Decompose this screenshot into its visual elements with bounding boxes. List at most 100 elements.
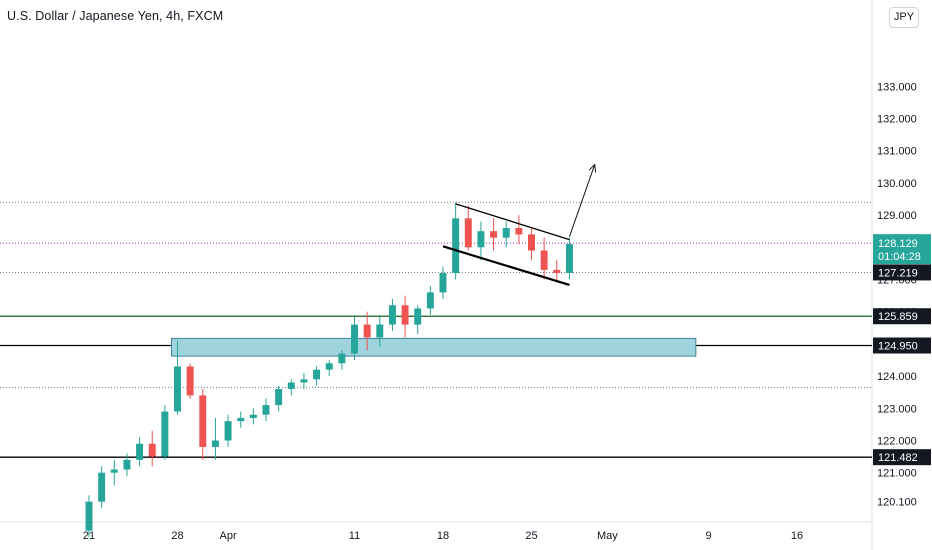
y-tick-label: 132.000 <box>877 114 917 126</box>
candle-body <box>477 231 485 248</box>
candle-body <box>351 324 358 354</box>
breakout-arrow-head <box>588 163 597 173</box>
x-tick-label: 28 <box>171 530 183 542</box>
price-tag: 125.859 <box>873 308 931 325</box>
candle <box>211 417 219 460</box>
candle <box>464 205 472 251</box>
candle <box>528 227 535 261</box>
flag-trendline-0 <box>455 203 570 241</box>
candle <box>565 237 573 280</box>
y-tick-label: 131.000 <box>877 146 917 158</box>
price-tag-bg <box>873 264 931 281</box>
candle-body <box>338 353 346 364</box>
candle-body <box>540 250 548 270</box>
x-tick-label: 11 <box>349 530 360 542</box>
candle <box>249 408 257 425</box>
candle-body <box>363 324 371 338</box>
price-tag-label: 124.950 <box>878 341 918 353</box>
candle-body <box>275 388 283 406</box>
x-tick-label: 16 <box>791 530 803 542</box>
candle <box>452 202 460 280</box>
candle-body <box>565 244 573 274</box>
candle-body <box>426 292 434 309</box>
candle <box>224 414 232 447</box>
candle <box>515 215 523 245</box>
price-tag: 124.950 <box>873 337 931 354</box>
candle <box>186 363 194 399</box>
candle-body <box>313 369 321 380</box>
y-tick-label: 123.000 <box>877 403 917 415</box>
candle-body <box>401 305 409 325</box>
price-tag-bg <box>873 337 931 354</box>
candle <box>237 411 245 428</box>
candle-body <box>528 234 535 251</box>
x-tick-label: 21 <box>83 530 95 542</box>
price-tag: 121.482 <box>873 449 931 466</box>
candle-body <box>553 269 561 274</box>
candle <box>490 218 498 251</box>
candle-body <box>414 308 422 325</box>
price-tag-label: 125.859 <box>878 311 918 323</box>
candle-body <box>376 324 384 338</box>
candle <box>136 437 144 467</box>
candle-body <box>110 469 118 473</box>
candle <box>262 398 270 422</box>
candle <box>553 260 561 283</box>
current-price-tag-bg <box>873 234 931 265</box>
candle-body <box>211 440 219 447</box>
current-price-label: 128.129 <box>878 238 918 250</box>
chart-title: U.S. Dollar / Japanese Yen, 4h, FXCM <box>7 9 224 23</box>
candle <box>388 298 396 332</box>
y-tick-label: 133.000 <box>877 81 917 93</box>
candle-body <box>502 227 510 238</box>
candle-body <box>490 231 498 238</box>
x-tick-label: 18 <box>437 530 449 542</box>
candle <box>502 221 510 248</box>
candle <box>338 350 346 370</box>
candle <box>199 388 207 460</box>
candle <box>363 311 371 351</box>
candle-body <box>174 366 181 412</box>
candle-body <box>388 305 396 325</box>
candle-body <box>161 411 169 457</box>
x-tick-label: 25 <box>525 530 537 542</box>
candle <box>275 385 283 412</box>
price-tag-bg <box>873 308 931 325</box>
candle-body <box>262 405 270 415</box>
x-tick-label: May <box>597 530 618 542</box>
candle <box>414 305 422 335</box>
candle <box>401 295 409 338</box>
candle <box>439 266 447 299</box>
countdown-label: 01:04:28 <box>878 251 921 263</box>
candle <box>161 405 169 460</box>
candle-body <box>464 218 472 248</box>
candle-body <box>85 501 93 531</box>
candle <box>325 360 333 377</box>
candle <box>110 459 118 486</box>
candle <box>287 379 295 396</box>
price-tag-bg <box>873 449 931 466</box>
breakout-arrow-line <box>568 164 596 237</box>
candle <box>426 285 434 315</box>
candle-body <box>123 459 131 470</box>
price-tag-label: 121.482 <box>878 452 918 464</box>
candle <box>85 495 93 538</box>
candle-body <box>452 218 460 274</box>
candle-body <box>439 273 447 293</box>
currency-badge[interactable]: JPY <box>889 7 919 28</box>
candle-body <box>325 363 333 370</box>
y-tick-label: 120.100 <box>877 497 917 509</box>
x-tick-label: Apr <box>220 530 237 542</box>
candle <box>351 314 358 360</box>
candle <box>123 453 131 476</box>
candle-body <box>300 379 308 383</box>
candle-body <box>186 366 194 396</box>
candle-body <box>224 421 232 441</box>
y-tick-label: 122.000 <box>877 436 917 448</box>
y-tick-label: 124.000 <box>877 371 917 383</box>
x-tick-label: 9 <box>705 530 711 542</box>
resistance-zone <box>171 337 697 357</box>
